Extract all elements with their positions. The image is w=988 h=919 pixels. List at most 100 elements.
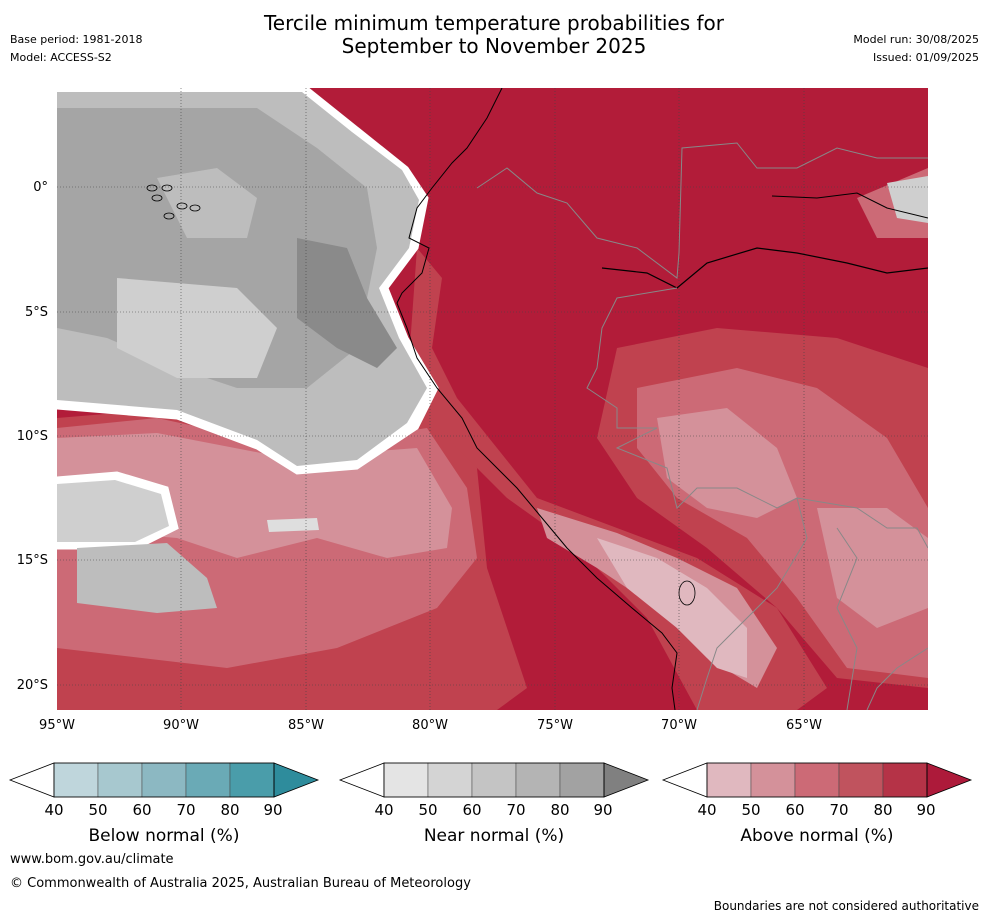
lat-label-0: 0° [33, 180, 48, 195]
colorbar-below-label: Below normal (%) [88, 826, 240, 846]
tick-label: 50 [741, 801, 761, 819]
lat-label-20s: 20°S [16, 678, 48, 693]
colorbar-segment [383, 762, 429, 798]
lat-label-5s: 5°S [24, 305, 48, 320]
colorbar-near-label: Near normal (%) [423, 826, 565, 846]
tick-label: 60 [785, 801, 805, 819]
page-title: Tercile minimum temperature probabilitie… [0, 12, 988, 58]
border-bolivia-brazil [796, 497, 929, 549]
lake-titicaca [678, 580, 696, 606]
galapagos-island [176, 202, 188, 210]
near-70-island [157, 168, 257, 238]
lon-label-80w: 80°W [412, 718, 448, 733]
lon-label-65w: 65°W [786, 718, 822, 733]
lon-label-95w: 95°W [39, 718, 75, 733]
tick-label: 70 [829, 801, 849, 819]
colorbar-min-arrow [8, 762, 55, 798]
colorbar-near-graphic [338, 762, 650, 798]
colorbar-min-arrow [338, 762, 385, 798]
model-run: Model run: 30/08/2025 [853, 33, 979, 46]
colorbar-below-graphic [8, 762, 320, 798]
tick-label: 80 [550, 801, 570, 819]
colorbar-segment [706, 762, 752, 798]
colorbar-near-ticks: 40 50 60 70 80 90 [338, 801, 650, 821]
colorbar-segment [750, 762, 796, 798]
tick-label: 50 [88, 801, 108, 819]
border-peru-brazil-bolivia [586, 287, 808, 711]
issued-date: Issued: 01/09/2025 [872, 51, 979, 64]
coastline [396, 87, 678, 711]
colorbar-segment [185, 762, 231, 798]
tick-label: 90 [916, 801, 936, 819]
lat-label-15s: 15°S [16, 553, 48, 568]
colorbar-segment [882, 762, 928, 798]
galapagos-island [161, 184, 173, 192]
tick-label: 70 [506, 801, 526, 819]
colorbar-segment [229, 762, 275, 798]
probability-map [55, 86, 929, 711]
colorbar-near [338, 760, 650, 800]
tick-label: 80 [873, 801, 893, 819]
colorbar-above-graphic [661, 762, 973, 798]
near-70-lower [77, 543, 217, 613]
border-colombia-peru [476, 142, 928, 279]
colorbar-segment [559, 762, 605, 798]
river-north [771, 192, 929, 219]
tick-label: 40 [697, 801, 717, 819]
border-paraguay [866, 647, 929, 711]
galapagos-island [163, 212, 175, 220]
title-line-2: September to November 2025 [341, 34, 647, 58]
near-60-lower [57, 480, 169, 542]
colorbar-segment [471, 762, 517, 798]
colorbar-above [661, 760, 973, 800]
tick-label: 60 [132, 801, 152, 819]
model-name: Model: ACCESS-S2 [10, 51, 112, 64]
lon-label-90w: 90°W [163, 718, 199, 733]
colorbar-min-arrow [661, 762, 708, 798]
colorbar-max-arrow [603, 762, 650, 798]
boundary-disclaimer: Boundaries are not considered authoritat… [713, 899, 979, 913]
colorbar-segment [141, 762, 187, 798]
galapagos-island [146, 184, 158, 192]
colorbar-segment [515, 762, 561, 798]
amazon-river [601, 247, 929, 289]
colorbar-segment [427, 762, 473, 798]
colorbar-segment [794, 762, 840, 798]
copyright-notice: © Commonwealth of Australia 2025, Austra… [10, 876, 471, 891]
colorbar-max-arrow [273, 762, 320, 798]
lon-label-85w: 85°W [288, 718, 324, 733]
colorbar-frame [383, 762, 605, 798]
lon-label-75w: 75°W [537, 718, 573, 733]
base-period: Base period: 1981-2018 [10, 33, 143, 46]
lat-label-10s: 10°S [16, 429, 48, 444]
lon-label-70w: 70°W [661, 718, 697, 733]
map-canvas [55, 86, 929, 711]
tick-label: 50 [418, 801, 438, 819]
colorbar-above-ticks: 40 50 60 70 80 90 [661, 801, 973, 821]
tick-label: 80 [220, 801, 240, 819]
amazon-near-60 [887, 176, 928, 223]
coastal-above-50 [597, 538, 747, 678]
tick-label: 40 [44, 801, 64, 819]
colorbar-segment [838, 762, 884, 798]
colorbar-frame [706, 762, 928, 798]
colorbar-below [8, 760, 320, 800]
colorbar-below-ticks: 40 50 60 70 80 90 [8, 801, 320, 821]
tick-label: 90 [263, 801, 283, 819]
colorbar-above-label: Above normal (%) [740, 826, 894, 846]
colorbar-frame [53, 762, 275, 798]
border-bolivia-south [836, 527, 858, 711]
title-line-1: Tercile minimum temperature probabilitie… [263, 11, 725, 35]
interior-above-60 [657, 408, 797, 518]
tick-label: 60 [462, 801, 482, 819]
colorbar-segment [53, 762, 99, 798]
galapagos-island [189, 204, 201, 212]
galapagos-island [151, 194, 163, 202]
near-50-small [267, 518, 319, 532]
colorbar-segment [97, 762, 143, 798]
website-link[interactable]: www.bom.gov.au/climate [10, 852, 174, 867]
interior-above-60b [817, 508, 928, 628]
tick-label: 40 [374, 801, 394, 819]
near-90-region [297, 238, 397, 368]
colorbar-max-arrow [926, 762, 973, 798]
